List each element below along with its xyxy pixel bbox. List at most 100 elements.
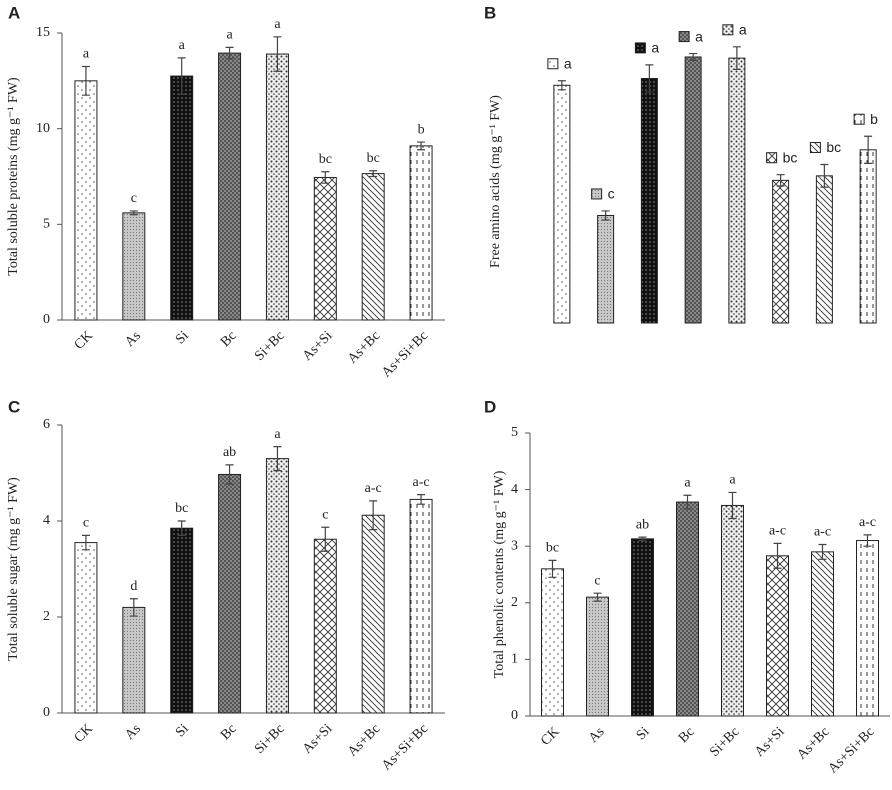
- error-bar: [864, 135, 873, 164]
- error-bar: [417, 141, 426, 151]
- y-axis-label: Total phenolic contents (mg g⁻¹ FW): [492, 470, 507, 678]
- error-bar: [548, 559, 557, 578]
- bar: [640, 77, 658, 324]
- error-bar: [273, 446, 282, 472]
- error-bar: [225, 46, 234, 60]
- y-tick-label: 4: [43, 513, 50, 528]
- x-tick-label: As+Si+Bc: [379, 328, 431, 380]
- bar: [631, 538, 654, 717]
- error-bar: [225, 464, 234, 485]
- y-tick-label: 3: [511, 538, 518, 553]
- x-tick-label: As+Si: [300, 721, 336, 757]
- significance-letter: c: [131, 191, 137, 206]
- bar: [409, 498, 433, 714]
- bar: [541, 568, 564, 717]
- y-tick-label: 1: [511, 652, 518, 667]
- error-bar: [683, 494, 692, 510]
- significance-letter: a-c: [365, 481, 382, 496]
- legend-swatch: [766, 152, 778, 164]
- bar: [170, 527, 194, 714]
- error-bar: [81, 65, 90, 96]
- bar: [811, 551, 834, 717]
- error-bar: [863, 534, 872, 547]
- error-bar: [732, 46, 741, 71]
- bar: [586, 596, 609, 717]
- y-tick-label: 0: [43, 312, 50, 327]
- significance-letter: a: [564, 55, 572, 71]
- legend-swatch: [634, 42, 646, 54]
- significance-letter: ab: [636, 517, 649, 532]
- bar: [766, 555, 789, 717]
- error-bar: [369, 500, 378, 531]
- significance-letter: b: [870, 111, 878, 127]
- bar: [122, 606, 146, 714]
- bar: [218, 473, 242, 714]
- error-bar: [557, 80, 566, 91]
- significance-letter: a: [684, 475, 691, 490]
- error-bar: [818, 543, 827, 560]
- panel-label: B: [484, 3, 496, 22]
- y-tick-label: 15: [36, 25, 50, 40]
- significance-letter: c: [594, 573, 600, 588]
- significance-letter: a: [179, 38, 186, 53]
- significance-letter: ab: [223, 445, 236, 460]
- x-tick-label: As: [586, 724, 608, 746]
- significance-letter: c: [83, 516, 89, 531]
- bar: [597, 214, 615, 324]
- significance-letter: bc: [546, 541, 559, 556]
- error-bar: [728, 491, 737, 520]
- bar: [721, 504, 744, 717]
- bar: [684, 56, 702, 324]
- y-tick-label: 5: [511, 425, 518, 440]
- x-tick-label: Bc: [218, 328, 240, 350]
- error-bar: [129, 210, 138, 216]
- bar: [361, 514, 385, 714]
- legend-swatch: [853, 113, 865, 125]
- significance-letter: bc: [826, 139, 841, 155]
- bar: [265, 458, 289, 714]
- y-axis-label: Total soluble proteins (mg g⁻¹ FW): [6, 77, 21, 276]
- panel-label: C: [8, 397, 20, 416]
- error-bar: [321, 526, 330, 552]
- bar: [74, 80, 98, 321]
- significance-letter: a: [695, 28, 703, 44]
- x-tick-label: As+Si+Bc: [826, 724, 878, 776]
- bar: [856, 540, 879, 717]
- significance-letter: a: [729, 473, 736, 488]
- bar: [361, 173, 385, 321]
- significance-letter: bc: [783, 149, 798, 165]
- legend-swatch: [678, 31, 690, 43]
- y-tick-label: 2: [511, 595, 518, 610]
- error-bar: [820, 163, 829, 188]
- error-bar: [773, 542, 782, 569]
- error-bar: [129, 598, 138, 617]
- significance-letter: a: [739, 21, 747, 37]
- significance-letter: a-c: [413, 475, 430, 490]
- error-bar: [177, 57, 186, 95]
- bar: [676, 501, 699, 717]
- significance-letter: bc: [175, 501, 188, 516]
- bar: [313, 176, 337, 321]
- x-tick-label: As+Bc: [345, 721, 383, 759]
- bar: [409, 145, 433, 321]
- x-tick-label: Si+Bc: [707, 724, 742, 759]
- y-tick-label: 0: [43, 705, 50, 720]
- error-bar: [369, 170, 378, 178]
- x-tick-label: As+Si: [300, 328, 336, 364]
- bar: [553, 84, 571, 324]
- legend-swatch: [591, 188, 603, 200]
- y-axis-label: Total soluble sugar (mg g⁻¹ FW): [6, 477, 21, 661]
- x-tick-label: As+Si+Bc: [379, 721, 431, 773]
- bar: [728, 57, 746, 324]
- x-tick-label: As: [122, 328, 144, 350]
- bar: [122, 212, 146, 321]
- bar: [859, 149, 877, 324]
- significance-letter: bc: [367, 151, 380, 166]
- significance-letter: c: [322, 507, 328, 522]
- significance-letter: a: [651, 40, 659, 56]
- error-bar: [776, 174, 785, 187]
- panel-label: D: [484, 397, 496, 416]
- significance-letter: d: [130, 579, 137, 594]
- significance-letter: b: [418, 122, 425, 137]
